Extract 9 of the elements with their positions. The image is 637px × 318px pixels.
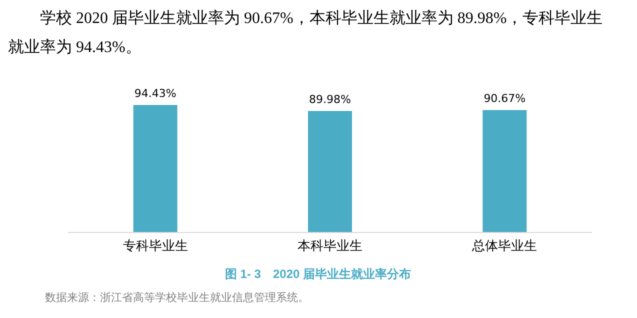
x-tick-label: 专科毕业生 [122,238,188,253]
source-note: 数据来源：浙江省高等学校毕业生就业信息管理系统。 [45,291,309,304]
data-label: 94.43% [134,87,176,100]
data-label: 90.67% [484,92,526,106]
x-tick-label: 总体毕业生 [471,238,538,253]
text: 图 1- 3 2020 届毕业生就业率分布 [224,267,412,281]
data-label: 89.98% [309,92,351,106]
x-tick-label: 本科毕业生 [298,238,362,253]
chart-subtitle: 学校 2020 届毕业生就业率为 90.67%，本科毕业生就业率为 89.98%，专科毕业生就业率为 94.43%。 [8,8,604,58]
